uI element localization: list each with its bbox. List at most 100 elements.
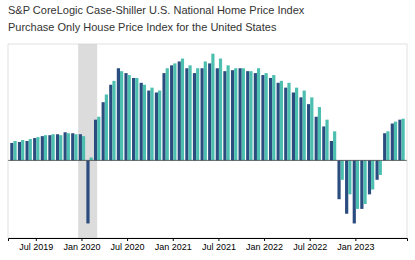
bar xyxy=(348,160,351,194)
bar-series xyxy=(10,61,401,223)
bar xyxy=(394,122,397,161)
bar xyxy=(368,160,371,194)
bar xyxy=(208,63,211,160)
bar xyxy=(249,71,252,160)
x-tick: Jan 2022 xyxy=(246,238,283,252)
bar xyxy=(284,88,287,161)
bar xyxy=(178,61,181,160)
bar xyxy=(353,160,356,223)
bar xyxy=(170,65,173,160)
bar xyxy=(277,83,280,161)
x-tick-mark xyxy=(355,238,356,241)
bar xyxy=(18,142,21,160)
bar xyxy=(29,139,32,160)
bar xyxy=(86,160,89,223)
x-tick-label: Jul 2021 xyxy=(202,242,236,252)
bar xyxy=(140,83,143,161)
bar xyxy=(219,59,222,161)
bar xyxy=(227,65,230,160)
x-tick: Jul 2021 xyxy=(202,238,236,252)
bar xyxy=(117,68,120,160)
bar xyxy=(44,135,47,160)
bar xyxy=(391,124,394,161)
bar xyxy=(74,134,77,160)
bar xyxy=(79,134,82,160)
x-tick-label: Jul 2022 xyxy=(293,242,327,252)
bar xyxy=(185,68,188,160)
bar xyxy=(287,83,290,161)
x-tick-mark xyxy=(173,238,174,241)
chart: S&P CoreLogic Case-Shiller U.S. National… xyxy=(0,0,415,260)
bar xyxy=(211,54,214,161)
bar xyxy=(52,134,55,160)
bar xyxy=(64,132,67,160)
bar xyxy=(242,68,245,160)
bar xyxy=(150,88,153,161)
bar xyxy=(120,71,123,160)
bar xyxy=(402,119,405,161)
bar xyxy=(90,157,93,160)
bar xyxy=(272,75,275,160)
x-tick-label: Jan 2020 xyxy=(63,242,100,252)
bar xyxy=(383,133,386,160)
bar xyxy=(386,131,389,160)
bar xyxy=(181,59,184,161)
bar xyxy=(341,160,344,179)
x-tick-label: Jan 2023 xyxy=(337,242,374,252)
x-tick-mark xyxy=(36,238,37,241)
x-tick: Jul 2020 xyxy=(111,238,145,252)
bar xyxy=(234,68,237,160)
bar xyxy=(59,135,62,160)
bar xyxy=(13,141,16,160)
bar xyxy=(261,75,264,160)
x-tick: Jan 2020 xyxy=(63,238,100,252)
bar xyxy=(33,138,36,160)
plot-frame xyxy=(8,44,407,238)
bar xyxy=(56,134,59,160)
bar xyxy=(26,141,29,160)
bar xyxy=(166,68,169,160)
bar xyxy=(318,107,321,160)
bar xyxy=(162,73,165,160)
bar xyxy=(48,135,51,160)
bar xyxy=(363,160,366,204)
title: S&P CoreLogic Case-Shiller U.S. National… xyxy=(8,4,305,16)
x-tick-mark xyxy=(264,238,265,241)
bar xyxy=(21,140,24,160)
bar xyxy=(337,160,340,199)
bar xyxy=(188,65,191,160)
bar xyxy=(330,141,333,160)
bar xyxy=(201,68,204,160)
bar xyxy=(371,160,374,189)
bar xyxy=(322,126,325,160)
x-axis: Jul 2019Jan 2020Jul 2020Jan 2021Jul 2021… xyxy=(9,238,408,252)
bar xyxy=(41,136,44,160)
x-axis-line xyxy=(9,239,408,242)
bar xyxy=(216,68,219,160)
bar xyxy=(36,137,39,160)
x-tick-label: Jul 2020 xyxy=(111,242,145,252)
bar xyxy=(398,120,401,161)
x-tick-mark xyxy=(218,238,219,241)
x-tick-mark xyxy=(310,238,311,241)
bar xyxy=(196,68,199,160)
bar xyxy=(97,117,100,161)
x-tick-label: Jan 2021 xyxy=(155,242,192,252)
bar xyxy=(105,94,108,160)
bar xyxy=(239,68,242,160)
bar xyxy=(295,88,298,161)
bar xyxy=(82,136,85,160)
bar xyxy=(143,85,146,161)
x-tick: Jul 2022 xyxy=(293,238,327,252)
bar xyxy=(265,73,268,160)
bar xyxy=(94,120,97,161)
bar xyxy=(112,81,115,161)
bar xyxy=(102,102,105,160)
bar xyxy=(310,97,313,160)
bar xyxy=(67,133,70,160)
bar xyxy=(128,75,131,160)
bar xyxy=(379,160,382,175)
bar xyxy=(231,70,234,160)
bar xyxy=(356,160,359,209)
x-tick-mark xyxy=(127,238,128,241)
